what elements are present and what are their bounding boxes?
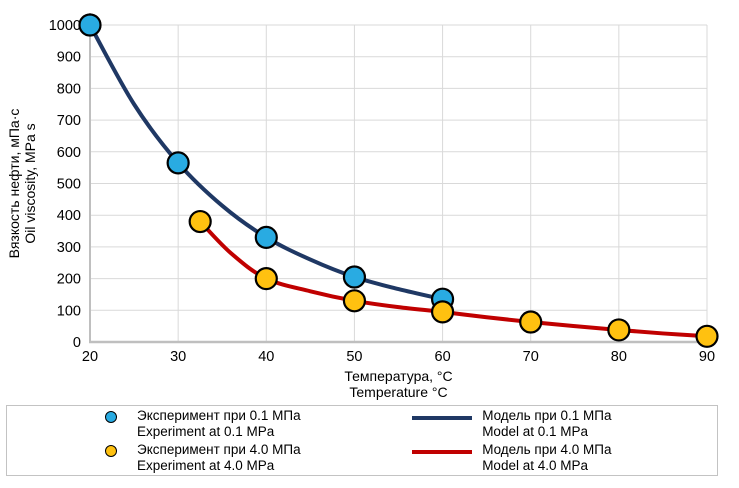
y-axis-title-line: Oil viscosity, MPa s	[22, 123, 38, 243]
legend-label-ru: Модель при 4.0 МПа	[482, 441, 612, 457]
y-tick-label: 500	[57, 177, 81, 193]
data-point	[430, 300, 455, 324]
legend-column-experiments: Эксперимент при 0.1 МПа Experiment at 0.…	[7, 406, 376, 475]
y-tick-label: 900	[57, 50, 81, 66]
legend-item-model-4.0mpa: Модель при 4.0 МПа Model at 4.0 MPa	[412, 442, 717, 474]
legend-label-ru: Модель при 0.1 МПа	[482, 407, 612, 423]
x-tick-label: 80	[611, 349, 627, 365]
data-point	[166, 151, 190, 175]
legend-label: Модель при 0.1 МПа Model at 0.1 MPa	[482, 408, 611, 440]
y-tick-label: 200	[57, 272, 81, 288]
legend-item-experiment-0.1mpa: Эксперимент при 0.1 МПа Experiment at 0.…	[99, 408, 376, 440]
legend-marker-cell	[99, 410, 137, 423]
y-tick-label: 800	[57, 81, 81, 97]
x-axis-title-line: Температура, °C	[344, 368, 452, 384]
x-tick-label: 50	[346, 349, 362, 365]
data-point	[695, 324, 719, 348]
legend-column-models: Модель при 0.1 МПа Model at 0.1 MPa Моде…	[376, 406, 717, 475]
experiment-0.1mpa-marker-icon	[105, 410, 117, 423]
legend-item-model-0.1mpa: Модель при 0.1 МПа Model at 0.1 MPa	[412, 408, 717, 440]
data-point	[254, 225, 278, 249]
x-tick-label: 90	[699, 349, 715, 365]
legend-item-experiment-4.0mpa: Эксперимент при 4.0 МПа Experiment at 4.…	[99, 442, 376, 474]
x-tick-label: 60	[435, 349, 451, 365]
experiment-4.0mpa-points	[188, 209, 719, 348]
legend-label-en: Experiment at 0.1 MPa	[137, 423, 275, 439]
x-tick-label: 30	[170, 349, 186, 365]
y-tick-label: 700	[57, 113, 81, 129]
x-tick-label: 70	[523, 349, 539, 365]
experiment-0.1mpa-points	[78, 13, 455, 311]
legend-label-ru: Эксперимент при 4.0 МПа	[137, 441, 301, 457]
legend-label: Модель при 4.0 МПа Model at 4.0 MPa	[482, 442, 611, 474]
gridlines	[90, 24, 708, 342]
legend-marker-cell	[412, 445, 482, 454]
legend-label-ru: Эксперимент при 0.1 МПа	[137, 407, 301, 423]
x-axis-title-line: Temperature °C	[349, 384, 447, 400]
legend-label: Эксперимент при 4.0 МПа Experiment at 4.…	[137, 442, 301, 474]
y-tick-label: 400	[57, 208, 81, 224]
chart-legend: Эксперимент при 0.1 МПа Experiment at 0.…	[6, 405, 718, 476]
data-point	[519, 310, 543, 334]
x-tick-label: 20	[82, 349, 98, 365]
data-point	[254, 267, 278, 291]
legend-marker-cell	[99, 444, 137, 457]
legend-label: Эксперимент при 0.1 МПа Experiment at 0.…	[137, 408, 301, 440]
experiment-4.0mpa-marker-icon	[105, 444, 117, 457]
y-tick-label: 1000	[49, 18, 81, 34]
legend-label-en: Model at 4.0 MPa	[482, 457, 588, 473]
model-0.1mpa-line-icon	[412, 415, 473, 420]
y-tick-label: 100	[57, 303, 81, 319]
y-axis-title-line: Вязкость нефти, мПа·с	[6, 109, 22, 259]
x-tick-label: 40	[258, 349, 274, 365]
data-point	[188, 209, 212, 234]
model-4.0mpa-line-icon	[412, 449, 473, 454]
data-point	[342, 289, 367, 313]
legend-label-en: Model at 0.1 MPa	[482, 423, 588, 439]
legend-marker-cell	[412, 411, 482, 420]
y-tick-label: 600	[57, 145, 81, 161]
chart-canvas: 0 100 200 300 400 500 600 700 800 900 1000 20 30 40 50…	[6, 13, 719, 400]
y-tick-label: 0	[73, 335, 81, 351]
data-point	[607, 318, 631, 342]
y-tick-label: 300	[57, 240, 81, 256]
data-point	[78, 13, 102, 37]
legend-label-en: Experiment at 4.0 MPa	[137, 457, 275, 473]
data-point	[342, 265, 367, 289]
